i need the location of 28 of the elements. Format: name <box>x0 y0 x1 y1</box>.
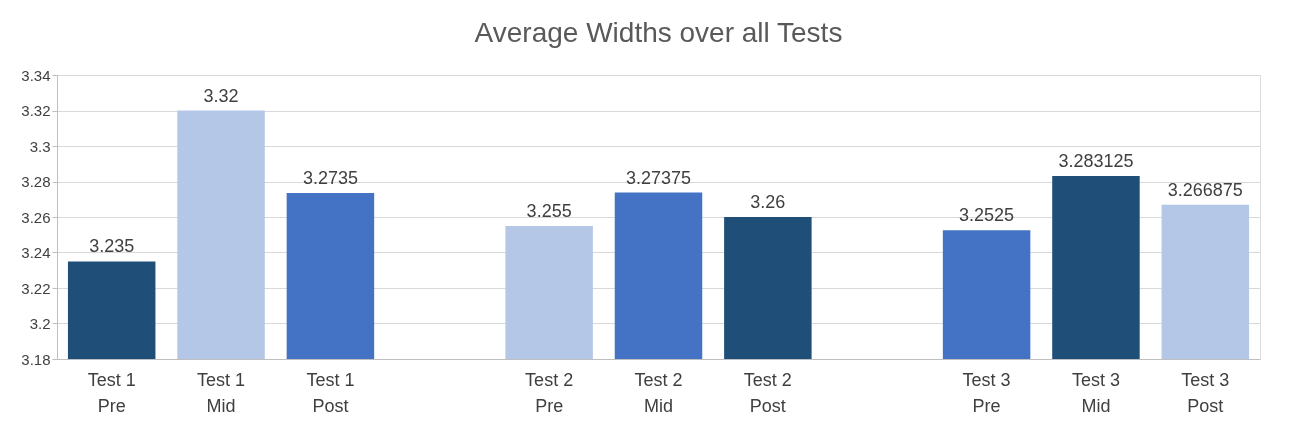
x-tick-label: Test 1 Mid <box>197 369 246 416</box>
data-label: 3.27375 <box>625 167 692 188</box>
y-tick-label: 3.2 <box>29 315 51 332</box>
data-label: 3.235 <box>89 236 135 257</box>
y-tick-label: 3.32 <box>21 102 51 119</box>
x-tick-label: Test 2 Pre <box>525 369 574 416</box>
x-tick-label: Test 3 Mid <box>1071 369 1120 416</box>
x-tick-label: Test 2 Mid <box>634 369 683 416</box>
data-label: 3.26 <box>750 192 786 212</box>
y-tick-label: 3.34 <box>21 66 51 84</box>
data-label: 3.255 <box>526 200 572 221</box>
x-tick-label: Test 3 Post <box>1181 369 1230 416</box>
y-tick-label: 3.24 <box>21 244 51 261</box>
x-tick-label: Test 1 Pre <box>87 369 136 416</box>
x-tick-label: Test 2 Post <box>743 369 792 416</box>
x-tick-label: Test 3 Pre <box>962 369 1011 416</box>
data-label: 3.2525 <box>959 205 1015 226</box>
y-tick-label: 3.28 <box>21 173 51 190</box>
chart-title: Average Widths over all Tests <box>474 17 843 48</box>
y-tick-label: 3.3 <box>29 137 51 155</box>
data-label: 3.266875 <box>1167 179 1243 200</box>
x-tick-label: Test 1 Post <box>306 369 355 416</box>
y-tick-label: 3.22 <box>21 279 51 297</box>
y-tick-label: 3.26 <box>21 208 51 226</box>
data-label: 3.2735 <box>302 168 358 189</box>
data-label: 3.283125 <box>1058 150 1134 171</box>
y-tick-label: 3.18 <box>21 350 51 368</box>
data-label: 3.32 <box>203 85 239 106</box>
